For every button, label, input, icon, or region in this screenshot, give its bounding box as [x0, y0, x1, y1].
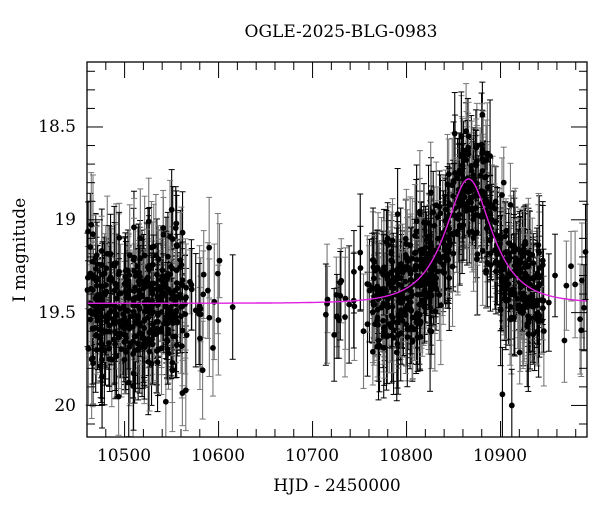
x-tick-label: 10900: [472, 446, 528, 466]
data-points: [84, 111, 589, 409]
x-axis-label: HJD - 2450000: [273, 476, 401, 496]
chart-title: OGLE-2025-BLG-0983: [244, 22, 438, 42]
x-tick-label: 10600: [190, 446, 246, 466]
model-curve: [87, 178, 587, 304]
y-tick-label: 20: [54, 396, 76, 416]
x-tick-label: 10700: [284, 446, 340, 466]
x-tick-label: 10800: [378, 446, 434, 466]
axis-ticks: [86, 62, 587, 437]
y-tick-label: 19: [54, 210, 76, 230]
y-tick-label: 19.5: [38, 303, 76, 323]
y-tick-label: 18.5: [38, 117, 76, 137]
x-tick-label: 10500: [96, 446, 152, 466]
plot-frame: [86, 61, 588, 438]
y-axis-label: I magnitude: [10, 197, 30, 303]
